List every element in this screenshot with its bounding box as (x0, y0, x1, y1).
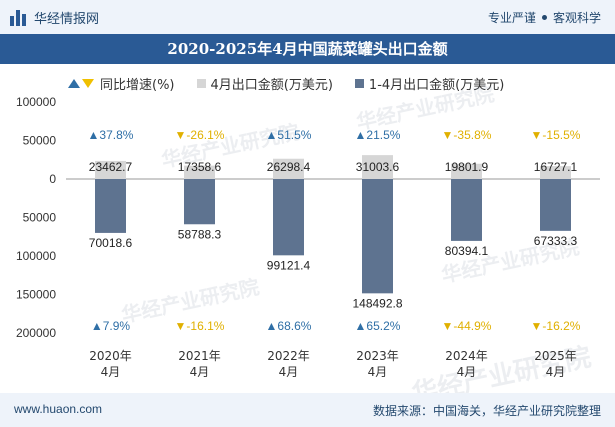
legend-item-yoy: 同比增速(%) (68, 74, 175, 93)
data-label-april: 31003.6 (356, 160, 400, 174)
bar-cumulative (95, 179, 126, 233)
footer: www.huaon.com 数据来源：中国海关，华经产业研究院整理 (0, 393, 615, 427)
x-tick-label: 4月 (190, 365, 210, 379)
legend-swatch-april (196, 79, 206, 88)
tagline-left: 专业严谨 (487, 11, 536, 25)
legend-label-yoy: 同比增速(%) (100, 78, 175, 93)
x-tick-label: 4月 (368, 365, 388, 379)
data-label-cumulative: 67333.3 (534, 234, 578, 248)
data-label-april: 19801.9 (445, 160, 489, 174)
bar-cumulative (184, 179, 215, 225)
chart-svg: 100000 50000 0 50000 100000 150000 200000 23462… (16, 95, 600, 379)
x-tick-label: 2021年 (178, 349, 221, 363)
y-tick-label: 200000 (16, 326, 56, 340)
chart-title: 2020-2025年4月中国蔬菜罐头出口金额 (0, 34, 615, 64)
top-bar: 华经情报网 专业严谨 客观科学 (0, 0, 615, 34)
yoy-label-cumulative: ▲7.9% (91, 319, 131, 333)
x-tick-label: 4月 (546, 365, 566, 379)
yoy-label-april: ▲37.8% (88, 128, 134, 142)
legend-label-cumulative: 1-4月出口金额(万美元) (368, 78, 505, 93)
x-tick-label: 4月 (279, 365, 299, 379)
data-label-cumulative: 80394.1 (445, 244, 489, 258)
bar-april (362, 155, 393, 179)
x-tick-label: 2020年 (89, 349, 132, 363)
yoy-label-cumulative: ▼-44.9% (442, 319, 492, 333)
yoy-label-april: ▼-26.1% (175, 128, 225, 142)
y-tick-label: 100000 (16, 95, 56, 109)
bar-cumulative (273, 179, 304, 256)
bar-april (184, 165, 215, 179)
data-label-april: 16727.1 (534, 160, 578, 174)
data-label-cumulative: 58788.3 (178, 227, 222, 241)
legend: 同比增速(%) 4月出口金额(万美元) 1-4月出口金额(万美元) (68, 74, 526, 93)
legend-swatch-cumulative (354, 79, 364, 88)
data-label-cumulative: 70018.6 (89, 236, 133, 250)
yoy-label-cumulative: ▼-16.2% (531, 319, 581, 333)
data-label-april: 23462.7 (89, 160, 133, 174)
yoy-label-cumulative: ▲65.2% (355, 319, 401, 333)
bar-cumulative (362, 179, 393, 294)
legend-item-april: 4月出口金额(万美元) (196, 74, 333, 93)
data-label-cumulative: 148492.8 (352, 296, 402, 310)
legend-item-cumulative: 1-4月出口金额(万美元) (354, 74, 505, 93)
yoy-label-april: ▲51.5% (266, 128, 312, 142)
yoy-label-april: ▼-35.8% (442, 128, 492, 142)
bar-april (273, 158, 304, 179)
yoy-label-cumulative: ▲68.6% (266, 319, 312, 333)
bullet-icon (541, 15, 547, 20)
y-tick-label: 50000 (23, 211, 57, 225)
x-tick-label: 2024年 (445, 349, 488, 363)
tagline-right: 客观科学 (552, 11, 601, 25)
brand: 华经情报网 (10, 8, 99, 27)
data-label-april: 26298.4 (267, 160, 311, 174)
x-tick-label: 2025年 (534, 349, 577, 363)
tagline: 专业严谨 客观科学 (488, 9, 601, 26)
y-tick-label: 50000 (23, 134, 57, 148)
triangle-down-icon (82, 79, 94, 88)
x-tick-label: 2022年 (267, 349, 310, 363)
bar-cumulative (451, 179, 482, 241)
y-tick-label: 150000 (16, 288, 56, 302)
bar-april (540, 166, 571, 179)
yoy-label-april: ▲21.5% (355, 128, 401, 142)
legend-label-april: 4月出口金额(万美元) (210, 78, 333, 93)
y-tick-label: 100000 (16, 249, 56, 263)
triangle-up-icon (68, 79, 80, 88)
bar-april (95, 160, 126, 179)
bar-april (451, 163, 482, 179)
data-label-cumulative: 99121.4 (267, 258, 311, 272)
yoy-label-april: ▼-15.5% (531, 128, 581, 142)
yoy-label-cumulative: ▼-16.1% (175, 319, 225, 333)
brand-logo-icon (10, 9, 28, 26)
x-tick-label: 4月 (101, 365, 121, 379)
footer-website: www.huaon.com (14, 402, 103, 416)
bar-cumulative (540, 179, 571, 231)
brand-name: 华经情报网 (34, 12, 100, 27)
y-tick-label: 0 (49, 172, 56, 186)
x-tick-label: 4月 (457, 365, 477, 379)
x-tick-label: 2023年 (356, 349, 399, 363)
footer-source: 数据来源：中国海关，华经产业研究院整理 (372, 404, 601, 418)
data-label-april: 17358.6 (178, 160, 222, 174)
